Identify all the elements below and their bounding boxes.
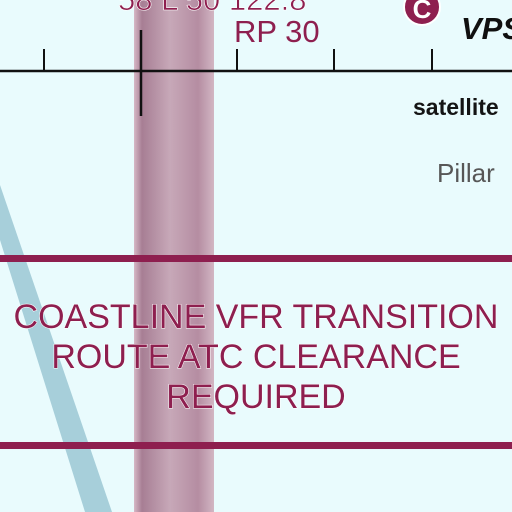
route-notice-line-3: REQUIRED — [166, 378, 346, 417]
scale-ticks — [43, 49, 433, 71]
route-notice-line-2: ROUTE ATC CLEARANCE — [51, 338, 461, 377]
reporting-point-label: RP 30 — [234, 14, 320, 49]
landmark-satellite-label: satellite — [413, 94, 499, 120]
route-code-label: VPS — [461, 11, 512, 46]
frequency-label: 58 L 50 122.8 — [118, 0, 307, 18]
landmark-pillar-label: Pillar — [437, 158, 495, 188]
route-notice-line-1: COASTLINE VFR TRANSITION — [13, 298, 499, 337]
class-c-badge: C — [403, 0, 441, 26]
route-boundary-top — [0, 255, 512, 262]
route-boundary-bottom — [0, 442, 512, 449]
badge-letter: C — [412, 0, 432, 24]
shoreline-shape — [0, 185, 112, 512]
